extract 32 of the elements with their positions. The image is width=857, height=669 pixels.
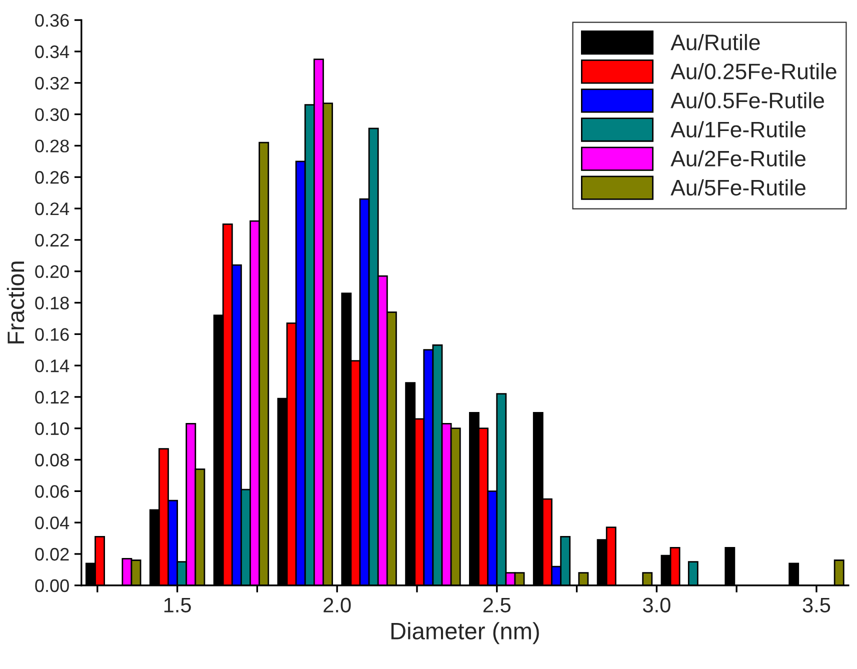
x-tick-label: 1.5 xyxy=(164,598,191,612)
y-tick-label: 0.16 xyxy=(35,328,69,341)
legend-label: Au/2Fe-Rutile xyxy=(670,150,806,167)
legend-label: Au/Rutile xyxy=(670,34,760,50)
x-tick-label: 2.0 xyxy=(324,598,351,612)
y-axis-title: Fraction xyxy=(6,262,24,344)
y-tick-label: 0.10 xyxy=(35,422,69,436)
y-tick-label: 0.20 xyxy=(35,265,69,278)
x-tick-label: 3.5 xyxy=(802,598,830,612)
y-tick-label: 0.06 xyxy=(35,485,69,498)
y-tick-label: 0.34 xyxy=(35,45,70,58)
legend-label: Au/0.5Fe-Rutile xyxy=(670,92,824,108)
legend-label: Au/5Fe-Rutile xyxy=(670,179,806,196)
y-tick-label: 0.26 xyxy=(35,171,69,184)
y-tick-label: 0.36 xyxy=(35,14,69,27)
x-tick-label: 2.5 xyxy=(483,598,510,612)
y-tick-label: 0.08 xyxy=(35,454,69,466)
y-tick-label: 0.04 xyxy=(35,516,70,530)
y-tick-label: 0.24 xyxy=(35,202,70,216)
y-tick-label: 0.18 xyxy=(35,296,69,310)
legend-label: Au/1Fe-Rutile xyxy=(670,121,806,138)
y-tick-label: 0.28 xyxy=(35,140,69,152)
y-tick-label: 0.30 xyxy=(35,108,69,122)
x-tick-label: 3.0 xyxy=(642,598,670,612)
y-tick-label: 0.22 xyxy=(35,234,69,247)
y-tick-label: 0.00 xyxy=(35,579,69,592)
y-tick-label: 0.32 xyxy=(35,76,69,90)
y-tick-label: 0.14 xyxy=(35,359,70,372)
x-axis-title: Diameter (nm) xyxy=(391,622,539,644)
legend-label: Au/0.25Fe-Rutile xyxy=(670,63,836,80)
y-tick-label: 0.12 xyxy=(35,390,69,404)
y-tick-label: 0.02 xyxy=(35,548,69,561)
